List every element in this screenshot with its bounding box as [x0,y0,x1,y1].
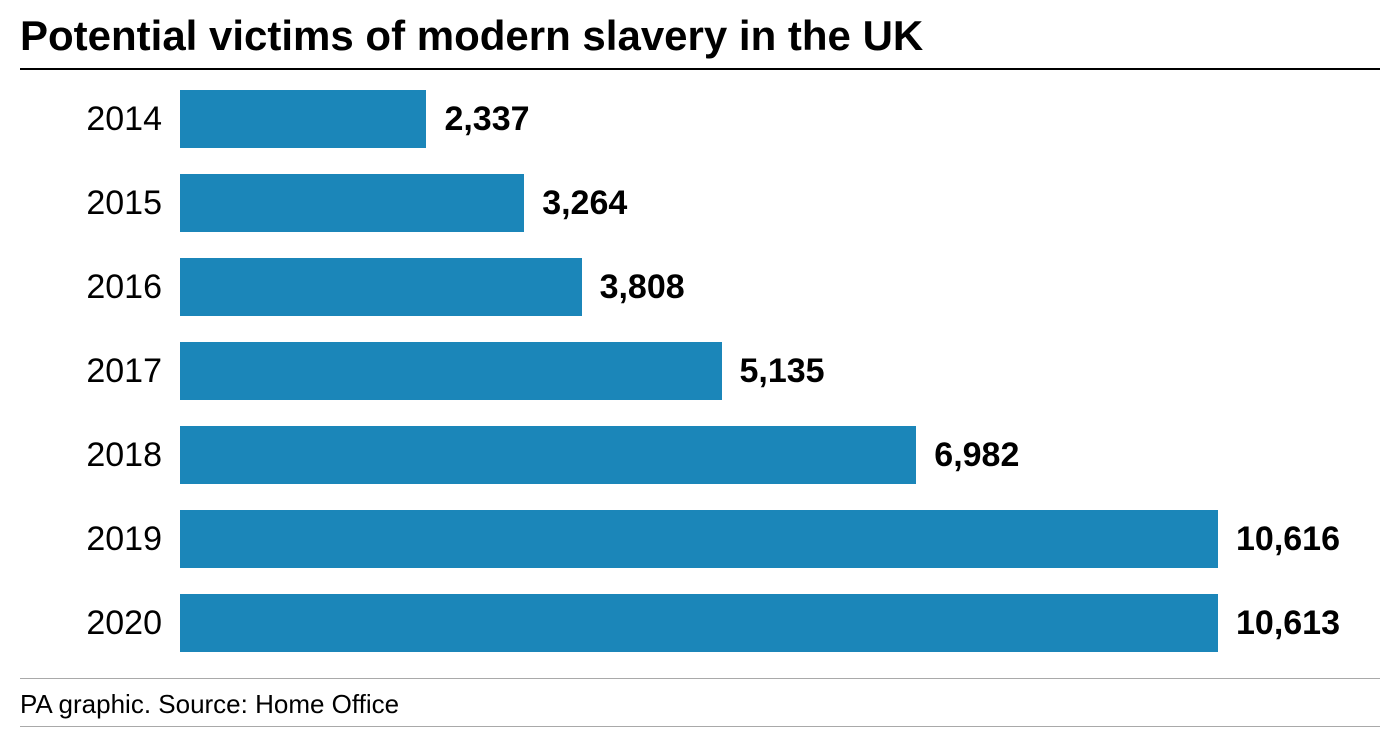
chart-row: 2015 3,264 [30,174,1340,232]
value-label: 3,808 [582,268,685,307]
chart-row: 2014 2,337 [30,90,1340,148]
bar-wrap: 3,264 [180,174,1340,232]
bar [180,174,524,232]
value-label: 10,616 [1218,520,1340,559]
chart-row: 2019 10,616 [30,510,1340,568]
year-label: 2016 [30,268,180,307]
year-label: 2014 [30,100,180,139]
bar-wrap: 10,616 [180,510,1340,568]
bar-wrap: 10,613 [180,594,1340,652]
chart-row: 2018 6,982 [30,426,1340,484]
chart-source: PA graphic. Source: Home Office [20,679,1380,726]
year-label: 2019 [30,520,180,559]
chart-rows: 2014 2,337 2015 3,264 2016 3,808 2017 5,135 2018… [20,90,1380,652]
chart-row: 2016 3,808 [30,258,1340,316]
value-label: 10,613 [1218,604,1340,643]
chart-row: 2017 5,135 [30,342,1340,400]
chart-title: Potential victims of modern slavery in t… [20,12,1380,68]
value-label: 6,982 [916,436,1019,475]
year-label: 2020 [30,604,180,643]
chart-row: 2020 10,613 [30,594,1340,652]
bar-chart: Potential victims of modern slavery in t… [0,0,1400,753]
bar [180,90,426,148]
bar-wrap: 5,135 [180,342,1340,400]
year-label: 2015 [30,184,180,223]
bar [180,594,1218,652]
value-label: 5,135 [722,352,825,391]
bar [180,258,582,316]
title-rule [20,68,1380,70]
year-label: 2018 [30,436,180,475]
value-label: 3,264 [524,184,627,223]
value-label: 2,337 [426,100,529,139]
bar [180,342,722,400]
bar-wrap: 2,337 [180,90,1340,148]
bar-wrap: 6,982 [180,426,1340,484]
bar-wrap: 3,808 [180,258,1340,316]
year-label: 2017 [30,352,180,391]
bottom-rule [20,726,1380,727]
bar [180,510,1218,568]
bar [180,426,916,484]
